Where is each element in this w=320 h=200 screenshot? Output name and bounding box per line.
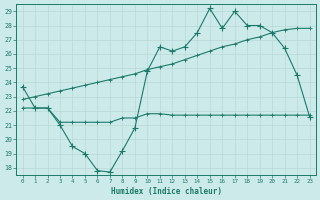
X-axis label: Humidex (Indice chaleur): Humidex (Indice chaleur) (111, 187, 221, 196)
